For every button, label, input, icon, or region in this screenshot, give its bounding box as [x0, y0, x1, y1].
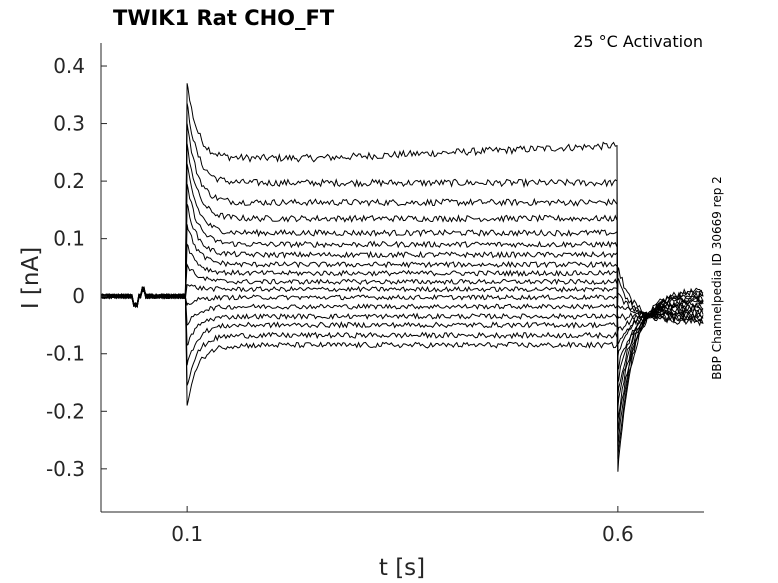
trace-line	[100, 243, 704, 372]
y-axis-label: I [nA]	[18, 247, 44, 309]
trace-line	[100, 289, 704, 366]
chart-title: TWIK1 Rat CHO_FT	[113, 6, 335, 30]
trace-line	[100, 183, 704, 408]
y-tick-label: -0.2	[46, 399, 85, 423]
x-axis-label: t [s]	[379, 555, 425, 581]
traces	[100, 83, 704, 472]
trace-line	[100, 224, 704, 383]
y-tick-label: -0.1	[46, 342, 85, 366]
trace-line	[100, 286, 704, 346]
trace-line	[100, 83, 704, 472]
y-tick-label: 0.1	[53, 227, 85, 251]
y-tick-label: 0.4	[53, 54, 85, 78]
y-tick-label: 0.3	[53, 112, 85, 136]
trace-line	[100, 288, 704, 332]
x-tick-label: 0.1	[171, 522, 203, 546]
trace-line	[100, 284, 704, 346]
axes	[100, 43, 704, 513]
trace-line	[100, 277, 704, 386]
trace-line	[100, 262, 704, 357]
trace-line	[100, 286, 704, 326]
y-tick-label: 0.2	[53, 169, 85, 193]
y-tick-label: -0.3	[46, 457, 85, 481]
ticks: 0.4 0.3 0.2 0.1 0 -0.1 -0.2 -0.3 0.1 0.6	[46, 54, 634, 546]
trace-line	[100, 143, 704, 434]
annotation-label: 25 °C Activation	[573, 32, 703, 51]
x-tick-label: 0.6	[602, 522, 634, 546]
trace-line	[100, 203, 704, 396]
trace-line	[100, 265, 704, 406]
trace-line	[100, 123, 704, 447]
side-label: BBP Channelpedia ID 30669 rep 2	[710, 176, 724, 380]
trace-line	[100, 163, 704, 421]
trace-line	[100, 103, 704, 459]
y-tick-label: 0	[72, 284, 85, 308]
